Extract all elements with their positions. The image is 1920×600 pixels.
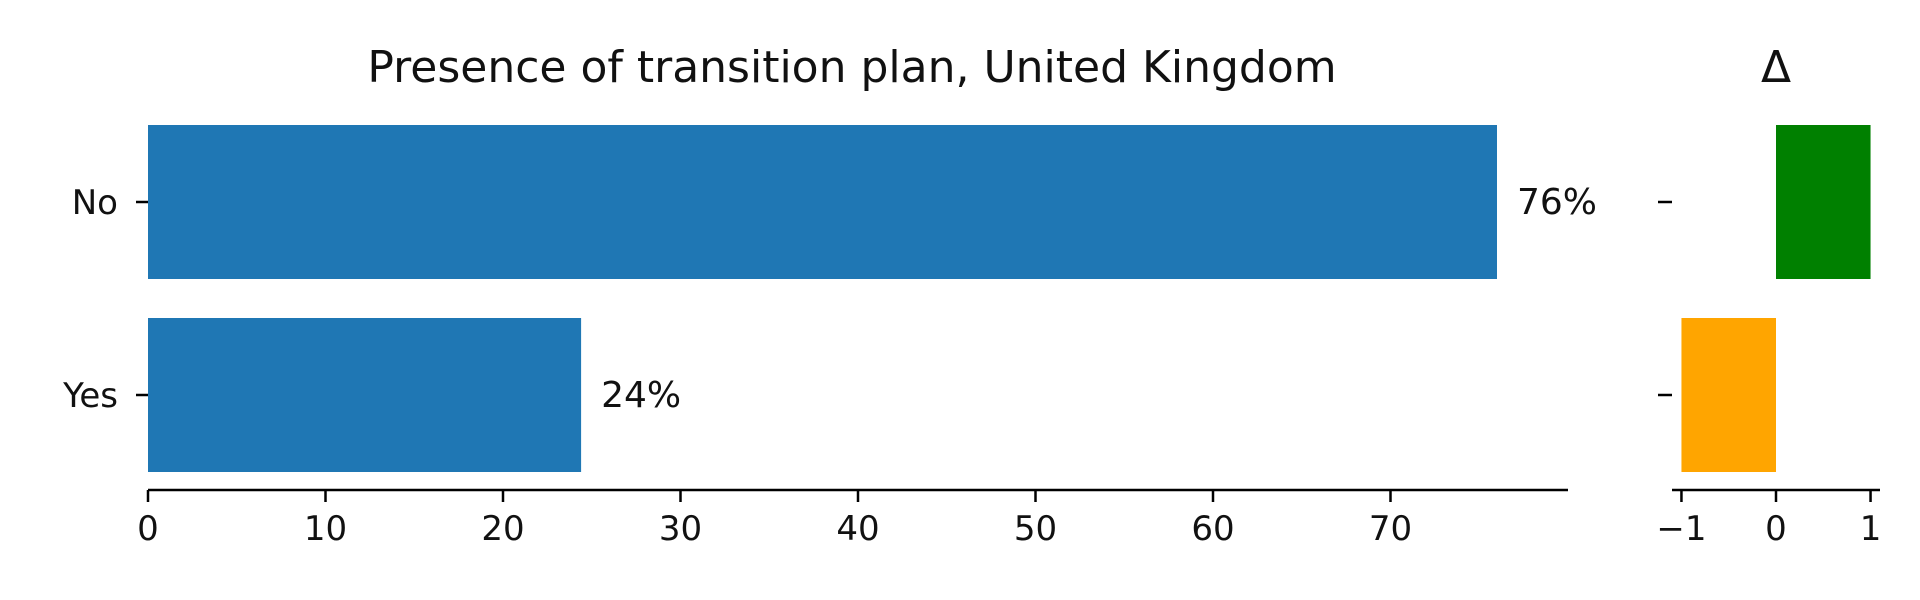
- delta-bar-yes: [1681, 318, 1776, 472]
- delta-x-tick-label: 0: [1765, 509, 1787, 549]
- x-tick-label: 30: [659, 509, 702, 549]
- main-y-ticks-group: No Yes: [62, 183, 148, 416]
- x-tick-label: 10: [304, 509, 347, 549]
- delta-y-ticks-group: [1658, 200, 1672, 397]
- delta-x-ticks-group: −1 0 1: [1656, 490, 1881, 549]
- x-tick-label: 40: [836, 509, 879, 549]
- x-tick-label: 60: [1191, 509, 1234, 549]
- x-tick-label: 20: [481, 509, 524, 549]
- x-tick-label: 0: [137, 509, 159, 549]
- y-tick-label-no: No: [72, 183, 118, 223]
- delta-x-tick-label: 1: [1860, 509, 1882, 549]
- data-label-yes: 24%: [601, 375, 681, 416]
- main-chart-title: Presence of transition plan, United King…: [367, 42, 1336, 93]
- y-tick-label-yes: Yes: [62, 376, 118, 416]
- delta-bars-group: [1681, 125, 1871, 472]
- delta-chart-title: Δ: [1761, 42, 1791, 93]
- delta-bar-no: [1776, 125, 1871, 279]
- bar-no: [148, 125, 1497, 279]
- x-tick-label: 70: [1369, 509, 1412, 549]
- main-bars-group: 76% 24%: [148, 125, 1597, 472]
- bar-yes: [148, 318, 582, 472]
- main-x-ticks-group: 0 10 20 30 40 50 60 70: [137, 490, 1412, 549]
- delta-chart-panel: Δ −1 0 1: [1656, 42, 1881, 549]
- main-chart-panel: Presence of transition plan, United King…: [62, 42, 1597, 549]
- x-tick-label: 50: [1014, 509, 1057, 549]
- data-label-no: 76%: [1517, 182, 1597, 223]
- delta-x-tick-label: −1: [1656, 509, 1706, 549]
